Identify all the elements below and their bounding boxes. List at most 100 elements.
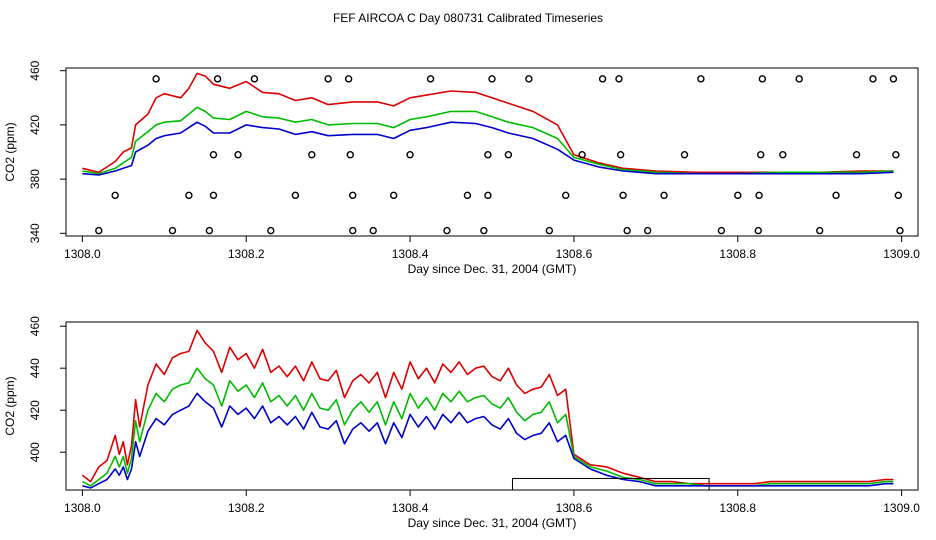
plot-top-marker	[545, 226, 554, 235]
plot-top-marker	[484, 191, 492, 200]
plot-top-marker	[525, 75, 533, 83]
plot-bottom-x-axis-title: Day since Dec. 31, 2004 (GMT)	[408, 516, 577, 530]
plot-bottom-x-tick-label: 1309.0	[883, 501, 920, 515]
plot-top-marker	[250, 75, 259, 83]
plot-bottom-x-tick-label: 1308.8	[719, 501, 756, 515]
plot-top-marker	[426, 75, 435, 83]
plot-bottom-x-tick-label: 1308.4	[392, 501, 429, 515]
plot-bottom-y-axis: 400 420 440 460	[28, 316, 66, 462]
plot-top-marker	[758, 75, 767, 83]
plot-top-marker	[209, 191, 218, 200]
plot-top-marker	[344, 75, 353, 83]
plot-top-marker	[389, 191, 398, 200]
plot-top-marker	[562, 191, 570, 200]
plot-top-marker	[779, 151, 787, 159]
plot-bottom-annotation	[511, 477, 710, 491]
plot-top-marker	[406, 151, 414, 159]
plot-top-marker	[832, 191, 840, 200]
plot-top-x-axis: 1308.0 1308.2 1308.4 1308.6 1308.8 1309.0	[64, 236, 920, 261]
plot-top-marker	[291, 191, 300, 200]
plot-top-marker	[892, 151, 900, 159]
plot-bottom-x-tick-label: 1308.0	[64, 501, 101, 515]
plot-top-x-tick-label: 1308.6	[556, 247, 593, 261]
plot-top-y-tick-label: 380	[28, 169, 42, 189]
plot-top-marker	[598, 75, 607, 83]
plot-top-marker	[234, 151, 242, 159]
plot-top-marker	[488, 75, 496, 83]
plot-top-marker	[185, 191, 193, 200]
plot-top-marker	[267, 226, 275, 235]
plot-top-marker	[152, 75, 160, 83]
plot-top-marker	[896, 226, 904, 235]
plot-top-marker	[463, 191, 472, 200]
plot-top-marker	[869, 75, 877, 83]
plot-top-marker	[205, 226, 214, 235]
plot-top-series-blue	[82, 121, 894, 176]
plot-top-marker	[615, 75, 623, 83]
plot-bottom-frame	[65, 321, 919, 491]
plot-top-marker	[346, 151, 354, 159]
plot-top-marker	[209, 151, 218, 159]
plot-top-marker	[349, 226, 357, 235]
plot-bottom-y-tick-label: 400	[28, 442, 42, 462]
plot-bottom-y-tick-label: 440	[28, 358, 42, 378]
plot-bottom-x-tick-label: 1308.2	[228, 501, 265, 515]
plot-top-marker	[616, 151, 625, 159]
plot-top-marker	[111, 191, 119, 200]
plot-top-y-axis-title: CO2 (ppm)	[3, 122, 17, 181]
plot-top-marker	[504, 151, 513, 159]
plot-top-marker	[660, 191, 668, 200]
plot-bottom-y-tick-label: 420	[28, 400, 42, 420]
plot-top-marker	[795, 75, 803, 83]
plot-top-marker	[443, 226, 451, 235]
plot-top-marker	[369, 226, 377, 235]
plot-top-marker	[734, 191, 742, 200]
plot-top-marker	[623, 226, 631, 235]
plot-top-marker	[755, 191, 763, 200]
plot-bottom-y-tick-label: 460	[28, 316, 42, 336]
plot-bottom-x-axis: 1308.0 1308.2 1308.4 1308.6 1308.8 1309.0	[64, 490, 920, 515]
plot-top-marker	[697, 75, 705, 83]
plot-top-marker	[815, 226, 824, 235]
plot-top-x-axis-title: Day since Dec. 31, 2004 (GMT)	[408, 262, 577, 276]
plot-top-marker	[643, 226, 652, 235]
plot-bottom-series-blue	[82, 392, 894, 489]
plot-top-marker	[349, 191, 357, 200]
plot-top-marker	[324, 75, 332, 83]
plot-top-x-tick-label: 1308.2	[228, 247, 265, 261]
plot-top-marker	[95, 226, 103, 235]
plot-bottom-legend-box	[511, 477, 710, 491]
plot-top-x-tick-label: 1309.0	[883, 247, 920, 261]
plot-bottom-y-axis-title: CO2 (ppm)	[3, 376, 17, 435]
plot-top-x-tick-label: 1308.8	[719, 247, 756, 261]
plot-bottom-series-green	[82, 367, 894, 487]
plot-top-marker	[619, 191, 627, 200]
plot-top-marker	[484, 151, 492, 159]
plot-top-marker	[680, 151, 689, 159]
plot-top-markers	[95, 75, 904, 235]
plot-top-series	[82, 72, 894, 176]
plot-top-marker	[852, 151, 861, 159]
plot-top-x-tick-label: 1308.0	[64, 247, 101, 261]
plot-top-marker	[308, 151, 316, 159]
plot-bottom-series-red	[81, 329, 894, 485]
plot-top-frame	[65, 67, 919, 237]
plot-top-y-axis: 340 380 420 460	[28, 60, 66, 243]
plot-top-marker	[213, 75, 222, 83]
plot-top-marker	[168, 226, 177, 235]
plot-bottom-x-tick-label: 1308.6	[556, 501, 593, 515]
plot-top-marker	[757, 151, 765, 159]
plot-top-marker	[754, 226, 762, 235]
plot-top-marker	[894, 191, 903, 200]
plot-top-marker	[578, 151, 586, 159]
plot-top-y-tick-label: 420	[28, 115, 42, 135]
plot-top-marker	[717, 226, 726, 235]
plot-top-y-tick-label: 340	[28, 223, 42, 243]
plot-top-series-red	[82, 72, 894, 174]
plot-top-series-green	[82, 106, 894, 175]
plot-bottom-series	[81, 329, 894, 489]
